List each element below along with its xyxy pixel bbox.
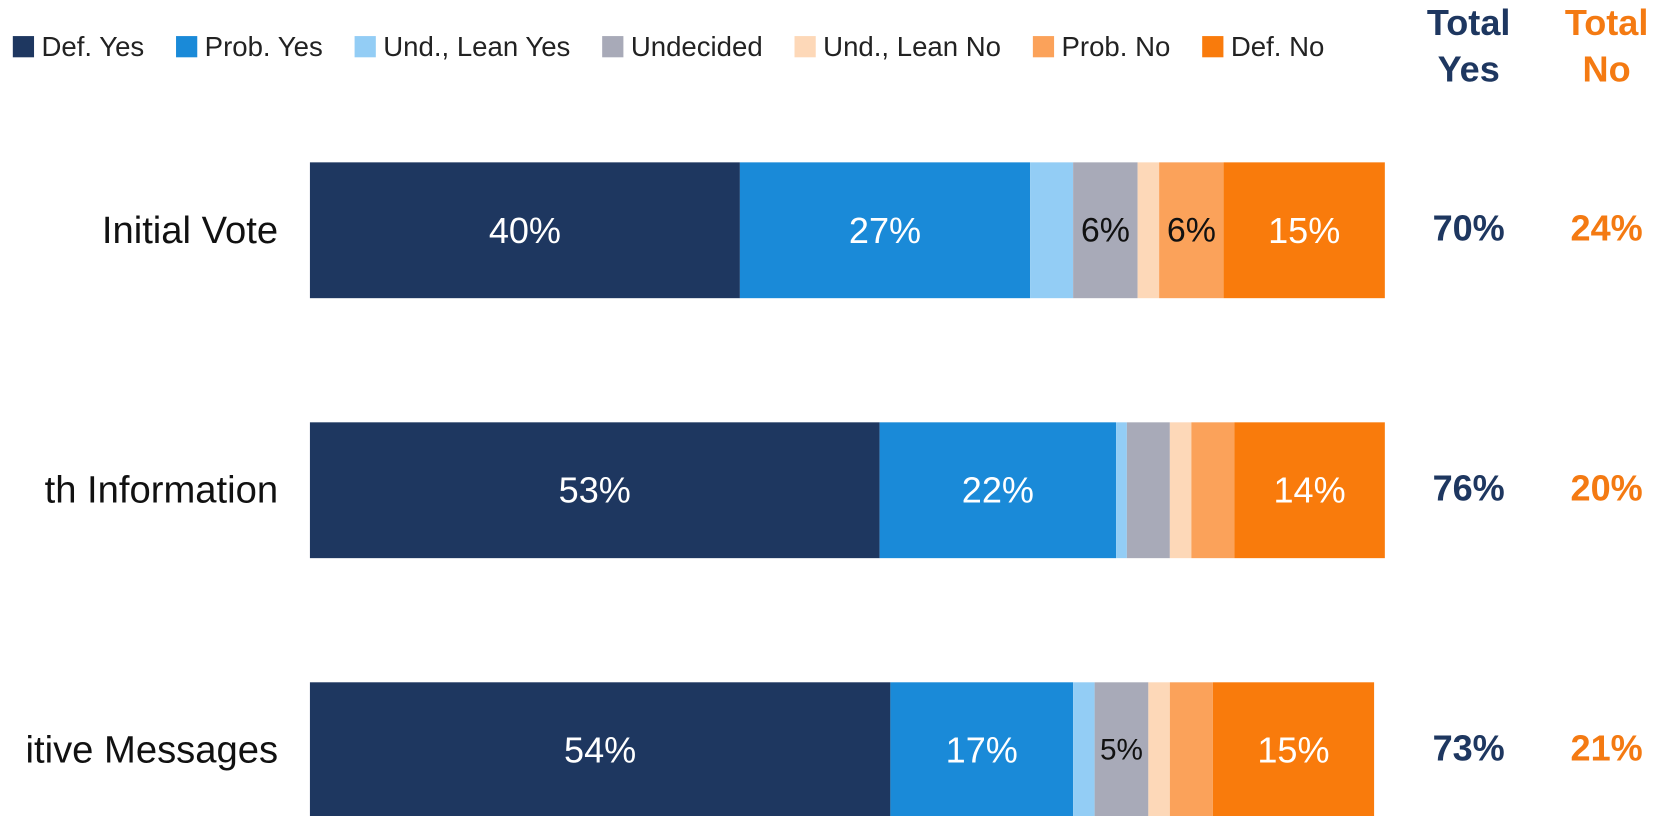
legend-swatch [602, 36, 624, 58]
legend-label: Def. No [1231, 31, 1325, 62]
total-value: 70% [1433, 208, 1505, 249]
legend-swatch [1202, 36, 1224, 58]
legend-label: Undecided [631, 31, 763, 62]
value-label: 6% [1167, 211, 1216, 249]
bar-segment [1234, 422, 1385, 559]
value-label: 40% [489, 210, 561, 251]
total-header-box: Total No [1564, 3, 1649, 91]
value-label: 6% [1081, 211, 1130, 249]
total-value: 24% [1571, 208, 1643, 249]
value-label: 17% [946, 730, 1018, 771]
bar-segment [309, 422, 880, 559]
value-label: 27% [849, 210, 921, 251]
bar-segment [1169, 422, 1192, 559]
bar-segment [1137, 162, 1160, 299]
total-header: Total Yes [1426, 3, 1511, 91]
bar-segment [739, 162, 1031, 299]
bar-segment [309, 162, 740, 299]
total-header: Total No [1564, 3, 1649, 91]
bar-segment [1148, 682, 1170, 816]
category-label: th Information [45, 469, 279, 512]
value-label: 22% [962, 470, 1034, 511]
total-header-box: Total Yes [1426, 3, 1511, 91]
value-label: 5% [1100, 734, 1143, 767]
bar-segment [1073, 162, 1138, 299]
bar-segment [1212, 682, 1375, 816]
legend-swatch [794, 36, 816, 58]
value-label: 15% [1268, 210, 1340, 251]
bar-segment [1116, 422, 1127, 559]
bar-segment [1159, 162, 1224, 299]
bar-segment [1169, 682, 1213, 816]
legend-label: Und., Lean Yes [383, 31, 570, 62]
total-value: 21% [1571, 728, 1643, 769]
total-value: 73% [1433, 728, 1505, 769]
legend-swatch [176, 36, 198, 58]
bar-segment [1126, 422, 1170, 559]
legend-label: Prob. No [1062, 31, 1171, 62]
value-label: 54% [564, 730, 636, 771]
bar-segment [1223, 162, 1385, 299]
legend-swatch [12, 36, 35, 58]
legend-label: Und., Lean No [823, 31, 1001, 62]
legend-swatch [1032, 36, 1055, 58]
bar-segment [309, 682, 891, 816]
legend-label: Prob. Yes [205, 31, 323, 62]
bar-segment [1073, 682, 1095, 816]
bar-segment [890, 682, 1074, 816]
total-value: 20% [1571, 468, 1643, 509]
bar-segment [1191, 422, 1235, 559]
value-label: 15% [1257, 730, 1329, 771]
value-label: 14% [1274, 470, 1346, 511]
category-label: itive Messages [26, 729, 279, 772]
bar-segment [1030, 162, 1074, 299]
value-label: 53% [559, 470, 631, 511]
legend-label: Def. Yes [41, 31, 144, 62]
bar-segment [1094, 682, 1149, 816]
bar-segment [879, 422, 1117, 559]
category-label: Initial Vote [102, 209, 278, 252]
legend-swatch [354, 36, 376, 58]
total-value: 76% [1433, 468, 1505, 509]
